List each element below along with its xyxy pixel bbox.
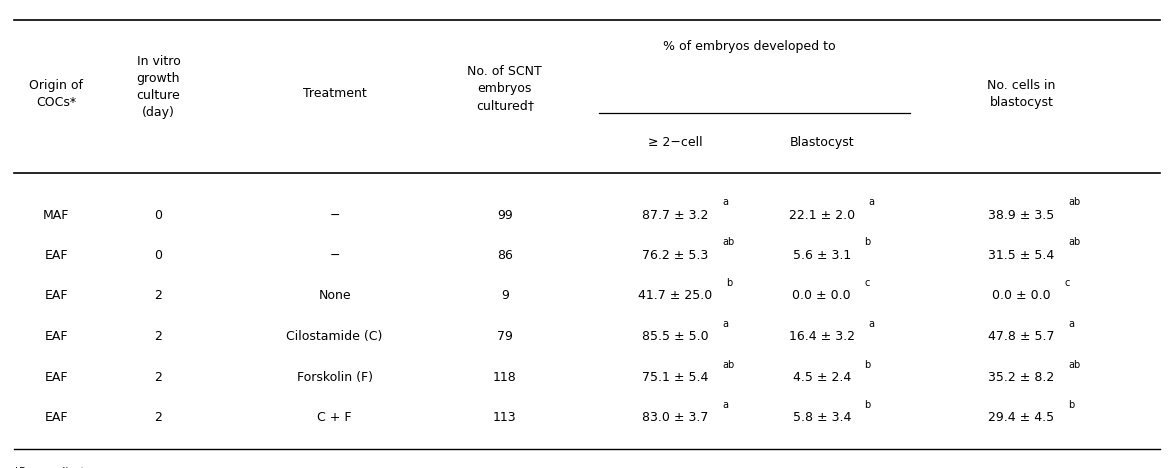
Text: 9: 9 (501, 289, 508, 302)
Text: 0.0 ± 0.0: 0.0 ± 0.0 (792, 289, 851, 302)
Text: Origin of
COCs*: Origin of COCs* (29, 79, 83, 109)
Text: 85.5 ± 5.0: 85.5 ± 5.0 (642, 330, 708, 344)
Text: 29.4 ± 4.5: 29.4 ± 4.5 (989, 411, 1054, 424)
Text: †Four replicates.: †Four replicates. (14, 467, 100, 468)
Text: 2: 2 (155, 289, 162, 302)
Text: ab: ab (722, 237, 734, 247)
Text: EAF: EAF (45, 371, 68, 384)
Text: 75.1 ± 5.4: 75.1 ± 5.4 (642, 371, 708, 384)
Text: b: b (864, 359, 871, 370)
Text: EAF: EAF (45, 289, 68, 302)
Text: 0: 0 (155, 209, 162, 222)
Text: 5.6 ± 3.1: 5.6 ± 3.1 (792, 249, 851, 262)
Text: MAF: MAF (43, 209, 69, 222)
Text: 99: 99 (497, 209, 513, 222)
Text: 35.2 ± 8.2: 35.2 ± 8.2 (989, 371, 1054, 384)
Text: 22.1 ± 2.0: 22.1 ± 2.0 (789, 209, 855, 222)
Text: 47.8 ± 5.7: 47.8 ± 5.7 (989, 330, 1054, 344)
Text: 87.7 ± 3.2: 87.7 ± 3.2 (642, 209, 708, 222)
Text: a: a (869, 197, 875, 207)
Text: Blastocyst: Blastocyst (789, 136, 855, 149)
Text: 16.4 ± 3.2: 16.4 ± 3.2 (789, 330, 855, 344)
Text: % of embryos developed to: % of embryos developed to (662, 40, 836, 53)
Text: Cilostamide (C): Cilostamide (C) (286, 330, 383, 344)
Text: 31.5 ± 5.4: 31.5 ± 5.4 (989, 249, 1054, 262)
Text: In vitro
growth
culture
(day): In vitro growth culture (day) (136, 55, 181, 118)
Text: ab: ab (1068, 359, 1080, 370)
Text: ab: ab (1068, 197, 1080, 207)
Text: 113: 113 (493, 411, 517, 424)
Text: 2: 2 (155, 330, 162, 344)
Text: 2: 2 (155, 371, 162, 384)
Text: 76.2 ± 5.3: 76.2 ± 5.3 (642, 249, 708, 262)
Text: −: − (330, 249, 339, 262)
Text: EAF: EAF (45, 249, 68, 262)
Text: 79: 79 (497, 330, 513, 344)
Text: 86: 86 (497, 249, 513, 262)
Text: Treatment: Treatment (303, 87, 366, 100)
Text: b: b (864, 400, 871, 410)
Text: 118: 118 (493, 371, 517, 384)
Text: No. of SCNT
embryos
cultured†: No. of SCNT embryos cultured† (467, 66, 542, 112)
Text: No. cells in
blastocyst: No. cells in blastocyst (987, 79, 1055, 109)
Text: 5.8 ± 3.4: 5.8 ± 3.4 (792, 411, 851, 424)
Text: C + F: C + F (317, 411, 352, 424)
Text: ab: ab (722, 359, 734, 370)
Text: 83.0 ± 3.7: 83.0 ± 3.7 (642, 411, 708, 424)
Text: a: a (869, 319, 875, 329)
Text: 0: 0 (155, 249, 162, 262)
Text: ≥ 2−cell: ≥ 2−cell (648, 136, 702, 149)
Text: a: a (722, 400, 728, 410)
Text: b: b (1068, 400, 1074, 410)
Text: 4.5 ± 2.4: 4.5 ± 2.4 (792, 371, 851, 384)
Text: 2: 2 (155, 411, 162, 424)
Text: ab: ab (1068, 237, 1080, 247)
Text: b: b (727, 278, 733, 288)
Text: Forskolin (F): Forskolin (F) (297, 371, 372, 384)
Text: 0.0 ± 0.0: 0.0 ± 0.0 (992, 289, 1051, 302)
Text: a: a (1068, 319, 1074, 329)
Text: 41.7 ± 25.0: 41.7 ± 25.0 (637, 289, 713, 302)
Text: EAF: EAF (45, 330, 68, 344)
Text: EAF: EAF (45, 411, 68, 424)
Text: −: − (330, 209, 339, 222)
Text: a: a (722, 319, 728, 329)
Text: a: a (722, 197, 728, 207)
Text: b: b (864, 237, 871, 247)
Text: None: None (318, 289, 351, 302)
Text: c: c (1064, 278, 1070, 288)
Text: c: c (864, 278, 870, 288)
Text: 38.9 ± 3.5: 38.9 ± 3.5 (989, 209, 1054, 222)
